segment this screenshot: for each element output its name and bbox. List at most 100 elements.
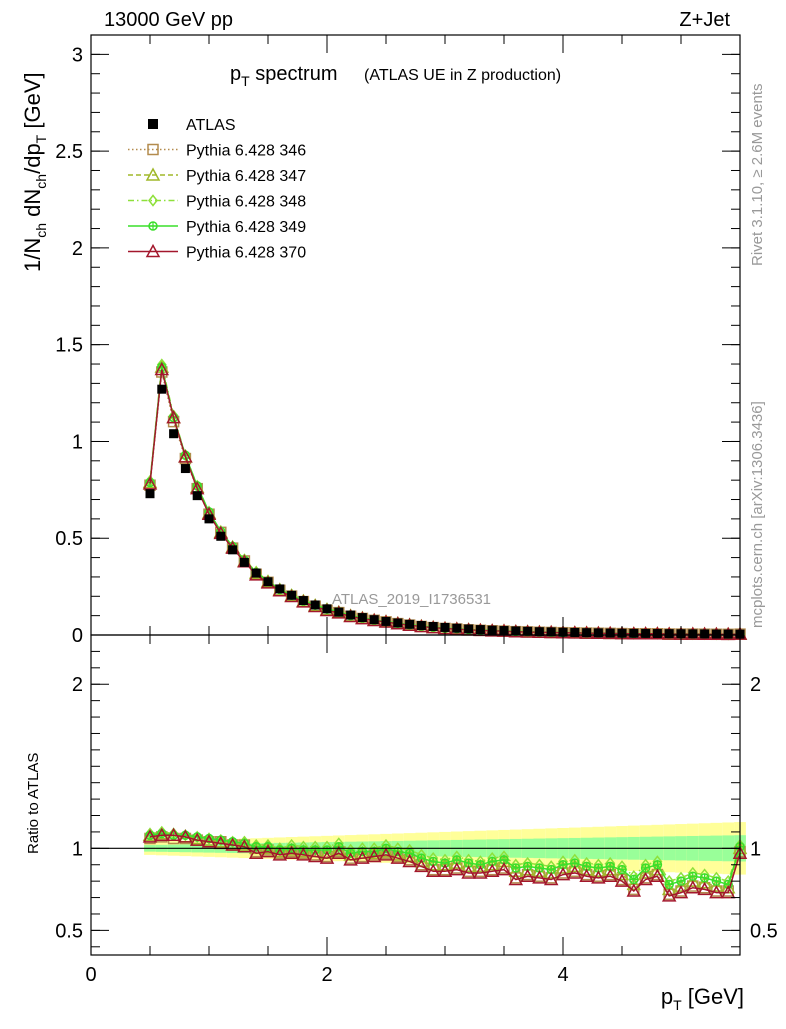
- ratio-point: [617, 864, 627, 875]
- ratio-point: [272, 844, 288, 858]
- series-point: [178, 449, 193, 463]
- atlas-point: [593, 628, 603, 638]
- plot-title-rest: spectrum: [250, 63, 338, 85]
- atlas-point: [334, 607, 344, 617]
- ratio-point: [661, 888, 677, 902]
- ratio-point: [638, 865, 653, 879]
- ratio-tick-label-right: 0.5: [750, 920, 778, 942]
- xlabel-part-1: T: [673, 997, 682, 1013]
- atlas-point: [416, 621, 426, 631]
- y-tick-label: 1.5: [55, 335, 83, 357]
- ratio-point: [473, 858, 488, 873]
- legend-marker: [148, 194, 158, 207]
- legend-label: Pythia 6.428 346: [186, 143, 306, 160]
- atlas-point: [487, 625, 497, 635]
- plot-title-main: p: [230, 63, 241, 85]
- ratio-point: [685, 880, 701, 894]
- series-point: [192, 479, 203, 493]
- ratio-point: [614, 867, 630, 881]
- atlas-point: [464, 624, 474, 634]
- ratio-point: [579, 868, 594, 882]
- ratio-point: [437, 863, 453, 878]
- atlas-point: [275, 584, 285, 594]
- atlas-point: [641, 628, 651, 638]
- legend-atlas-label: ATLAS: [186, 117, 236, 134]
- y-tick-label: 1: [72, 431, 83, 453]
- atlas-point: [287, 590, 297, 600]
- legend-label: Pythia 6.428 349: [186, 219, 306, 236]
- ratio-point: [204, 832, 214, 845]
- ratio-point: [511, 863, 521, 873]
- ratio-point: [484, 863, 500, 878]
- plot-title-sub: T: [241, 73, 250, 89]
- ratio-point: [331, 845, 347, 860]
- atlas-point: [381, 616, 391, 626]
- atlas-point: [157, 384, 167, 394]
- ratio-point: [673, 885, 689, 899]
- atlas-point: [145, 489, 155, 499]
- ratio-tick-label-right: 2: [750, 674, 761, 696]
- ratio-point: [414, 858, 429, 873]
- ratio-point: [142, 829, 158, 843]
- atlas-point: [228, 545, 238, 555]
- ratio-point: [602, 868, 618, 882]
- ratio-point: [192, 830, 203, 844]
- ratio-tick-label: 0.5: [55, 920, 83, 942]
- ratio-point: [201, 834, 217, 848]
- ratio-point: [699, 873, 710, 883]
- ratio-point: [296, 847, 311, 861]
- atlas-point: [169, 429, 179, 439]
- atlas-point: [475, 625, 485, 635]
- atlas-point: [405, 619, 415, 629]
- ratio-point: [307, 848, 323, 863]
- header-right-label: Z+Jet: [679, 9, 730, 31]
- ratio-point: [378, 847, 394, 861]
- ratio-point: [685, 873, 701, 887]
- ratio-point: [154, 827, 170, 841]
- atlas-point: [310, 600, 320, 610]
- mcplots-side-label: mcplots.cern.ch [arXiv:1306.3436]: [749, 401, 766, 628]
- legend-marker: [148, 221, 158, 231]
- series-point: [180, 449, 191, 462]
- ratio-point: [652, 859, 663, 870]
- y-tick-label: 2: [72, 238, 83, 260]
- ratio-point: [178, 829, 193, 843]
- atlas-point: [369, 615, 379, 625]
- ratio-point: [366, 845, 382, 860]
- ratio-point: [284, 845, 299, 860]
- ratio-point: [237, 839, 252, 853]
- ylabel-part-6: [GeV]: [20, 72, 45, 134]
- atlas-point: [570, 627, 580, 637]
- ratio-point: [343, 852, 358, 866]
- ratio-point: [496, 862, 512, 876]
- atlas-point: [251, 568, 261, 578]
- ylabel-part-0: 1/N: [20, 238, 45, 272]
- ratio-point: [166, 827, 181, 841]
- ratio-point: [626, 883, 642, 897]
- ratio-point: [697, 881, 712, 896]
- y-tick-label: 2.5: [55, 141, 83, 163]
- header-left-label: 13000 GeV pp: [104, 9, 233, 31]
- atlas-point: [511, 626, 521, 636]
- series-point: [154, 361, 170, 376]
- legend-label: Pythia 6.428 347: [186, 168, 306, 185]
- atlas-point: [723, 629, 733, 639]
- y-tick-label: 3: [72, 44, 83, 66]
- ratio-point: [709, 878, 724, 892]
- x-tick-label: 4: [557, 964, 568, 986]
- ratio-point: [425, 863, 441, 878]
- legend-marker: [147, 143, 159, 156]
- ratio-tick-label-right: 1: [750, 838, 761, 860]
- y-axis-label: 1/Nch dNch/dpT [GeV]: [20, 72, 49, 272]
- ratio-point: [508, 871, 524, 886]
- ratio-point: [520, 868, 535, 882]
- ratio-point: [555, 867, 571, 881]
- legend-marker: [145, 243, 161, 258]
- atlas-point: [322, 604, 332, 614]
- ratio-point: [355, 850, 370, 864]
- ylabel-part-5: T: [33, 134, 49, 143]
- atlas-point: [711, 629, 721, 639]
- ratio-point: [629, 874, 639, 885]
- plot-title-paren: (ATLAS UE in Z production): [364, 67, 561, 84]
- ratio-point: [640, 863, 651, 873]
